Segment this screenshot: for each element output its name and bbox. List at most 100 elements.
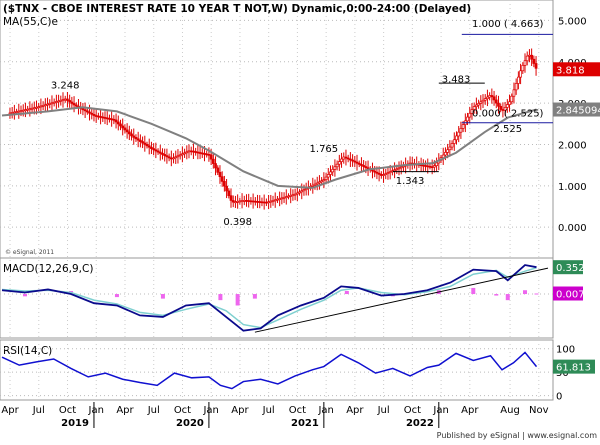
candle-body <box>194 151 197 153</box>
macd-histogram-bar <box>523 290 528 295</box>
candle-body <box>83 109 87 112</box>
candle-body <box>218 171 222 178</box>
candle-body <box>48 103 52 105</box>
rsi-title: RSI(14,C) <box>3 345 52 357</box>
xaxis-month-label: Apr <box>1 405 19 416</box>
candle-body <box>519 70 522 78</box>
candle-body <box>225 185 228 192</box>
candle-body <box>103 117 107 119</box>
candle-body <box>273 199 277 202</box>
candle-body <box>35 106 38 109</box>
candle-body <box>382 174 385 176</box>
candle-body <box>150 146 153 149</box>
xaxis-month-label: Jan <box>202 405 218 416</box>
candle-body <box>349 158 352 161</box>
candle-body <box>229 195 233 201</box>
candle-body <box>178 154 182 157</box>
candle-body <box>72 103 76 106</box>
candle-body <box>481 99 485 103</box>
macd-last-label: 0.352 <box>556 263 585 274</box>
ma-line <box>1 106 537 189</box>
macd-histogram-bar <box>252 294 257 299</box>
candle-body <box>110 118 113 121</box>
candle-body <box>24 109 27 111</box>
candle-body <box>85 110 89 113</box>
candle-body <box>457 131 461 137</box>
candle-body <box>397 167 401 170</box>
candle-body <box>200 152 204 155</box>
price-layer: 3.248 0.398 1.765 1.343 3.483 2.525 1.000 ( 4.… <box>1 19 553 228</box>
candle-body <box>167 156 171 159</box>
candle-body <box>99 116 102 118</box>
candle-body <box>158 151 162 154</box>
candle-body <box>92 114 96 116</box>
candle-body <box>216 167 220 173</box>
candle-body <box>393 169 396 172</box>
candle-body <box>329 171 332 175</box>
price-annotation: 3.483 <box>442 74 471 85</box>
candle-body <box>466 116 469 122</box>
candle-body <box>499 105 503 110</box>
price-annotation: 1.765 <box>310 144 339 155</box>
macd-histogram-bar <box>505 294 510 301</box>
candle-body <box>534 63 538 69</box>
macd-histogram-bar <box>114 294 119 298</box>
macd-last-label: 0.007 <box>556 290 585 301</box>
candle-body <box>205 153 209 156</box>
candle-body <box>337 161 341 165</box>
candle-body <box>280 197 284 200</box>
candle-body <box>269 200 273 203</box>
price-annotation: 0.398 <box>223 217 252 228</box>
candle-body <box>508 101 511 105</box>
candle-body <box>165 155 169 158</box>
macd-title: MACD(12,26,9,C) <box>3 263 93 275</box>
candle-body <box>428 165 432 168</box>
candle-body <box>245 200 248 202</box>
candle-body <box>315 182 319 185</box>
candle-body <box>276 198 279 201</box>
candle-body <box>74 104 78 107</box>
candle-body <box>147 145 151 148</box>
candle-body <box>494 99 498 104</box>
last-value-label: 3.818 <box>556 65 585 76</box>
candle-body <box>57 100 60 103</box>
candle-body <box>32 107 36 110</box>
candle-body <box>256 201 259 203</box>
candle-body <box>282 196 286 199</box>
candle-body <box>17 110 21 113</box>
candle-body <box>265 201 268 204</box>
xaxis-month-label: Jul <box>147 405 160 416</box>
candle-body <box>156 150 160 153</box>
candle-body <box>267 201 270 204</box>
candle-body <box>10 112 14 114</box>
xaxis-month-label: Apr <box>461 405 479 416</box>
price-ytick-label: 2.000 <box>558 140 587 151</box>
candle-body <box>512 89 516 97</box>
price-ytick-label: 1.000 <box>558 182 587 193</box>
last-value-label: 2.845094 <box>556 106 600 117</box>
candle-body <box>331 168 335 173</box>
axis-layer: 0.0001.0002.0003.0004.0005.0003.8182.845… <box>1 16 600 429</box>
candle-body <box>446 149 449 153</box>
rsi-last-tag <box>553 359 595 374</box>
xaxis-year-label: 2021 <box>291 418 319 429</box>
xaxis-month-label: Oct <box>404 405 421 416</box>
xaxis-year-label: 2022 <box>406 418 434 429</box>
grid-layer <box>0 0 553 400</box>
macd-last-tag <box>553 260 583 275</box>
candle-body <box>181 153 184 156</box>
xaxis-month-label: Jul <box>32 405 45 416</box>
candle-body <box>247 200 251 202</box>
macd-histogram-bar <box>534 293 539 295</box>
xaxis-year-label: 2019 <box>61 418 89 429</box>
macd-trendline <box>254 267 549 333</box>
candle-body <box>94 115 98 117</box>
candle-body <box>475 104 478 107</box>
candle-body <box>238 200 242 203</box>
candle-body <box>426 165 430 168</box>
candle-body <box>375 171 379 174</box>
candle-body <box>289 195 293 197</box>
candle-body <box>88 111 91 114</box>
candle-body <box>379 174 383 176</box>
candle-body <box>101 116 105 119</box>
